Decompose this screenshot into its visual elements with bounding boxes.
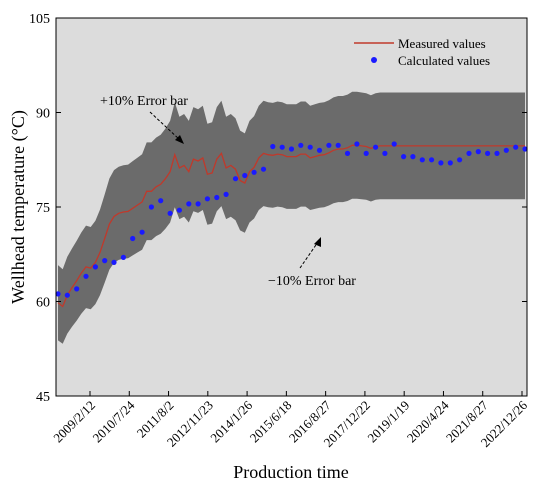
x-tick-label: 2010/7/24 [90, 397, 138, 445]
calculated-point [429, 157, 435, 163]
upper-arrow-line [149, 111, 181, 141]
calculated-point [391, 141, 397, 147]
calculated-point [167, 210, 173, 216]
calculated-point [195, 201, 201, 207]
calculated-point [335, 142, 341, 148]
calculated-point [298, 142, 304, 148]
calculated-point [223, 191, 229, 197]
calculated-point [307, 144, 313, 150]
x-tick-label: 2020/4/24 [404, 397, 452, 445]
calculated-point [401, 154, 407, 160]
y-tick-label: 75 [36, 201, 50, 216]
x-tick-label: 2015/6/18 [247, 398, 295, 446]
calculated-point [120, 254, 126, 260]
x-tick-label: 2009/2/12 [50, 398, 98, 446]
legend-calculated-swatch [371, 57, 377, 63]
calculated-point [522, 146, 528, 152]
calculated-point [139, 229, 145, 235]
legend-measured-label: Measured values [398, 36, 486, 51]
y-tick-label: 90 [36, 107, 50, 122]
calculated-point [158, 198, 164, 204]
calculated-point [494, 150, 500, 156]
calculated-point [148, 204, 154, 210]
calculated-point [503, 147, 509, 153]
x-tick-label: 2014/1/26 [207, 397, 255, 445]
calculated-point [373, 144, 379, 150]
calculated-point [485, 150, 491, 156]
calculated-point [447, 160, 453, 166]
series-layer [55, 141, 528, 308]
calculated-point [55, 291, 61, 297]
calculated-point [279, 144, 285, 150]
calculated-point [419, 157, 425, 163]
calculated-point [466, 150, 472, 156]
calculated-point [513, 144, 519, 150]
legend-calculated-label: Calculated values [398, 53, 490, 68]
y-tick-label: 60 [36, 296, 50, 311]
legend: Measured values Calculated values [354, 36, 490, 68]
calculated-point [316, 147, 323, 153]
calculated-point [363, 150, 369, 156]
calculated-point [326, 142, 332, 148]
calculated-point [176, 207, 182, 213]
calculated-point [410, 154, 416, 160]
calculated-point [270, 143, 276, 150]
calculated-point [83, 273, 89, 279]
measured-values-line [57, 144, 525, 308]
calculated-point [438, 160, 444, 166]
calculated-point [130, 235, 136, 242]
calculated-point [251, 169, 257, 175]
calculated-point [354, 141, 360, 147]
calculated-point [288, 146, 295, 152]
lower-arrow-line [299, 241, 319, 269]
calculated-point [74, 286, 80, 292]
calculated-point [232, 176, 239, 182]
calculated-point [242, 172, 248, 179]
upper-arrow-head [175, 135, 184, 144]
calculated-point [475, 149, 481, 155]
calculated-point [102, 258, 108, 264]
calculated-point [111, 259, 117, 265]
calculated-point [92, 264, 98, 270]
calculated-point [260, 166, 267, 172]
calculated-point [214, 194, 220, 201]
y-axis-title: Wellhead temperature (°C) [8, 110, 29, 304]
x-axis-title: Production time [233, 462, 349, 482]
calculated-point [204, 196, 210, 202]
calculated-point [64, 292, 70, 298]
y-tick-label: 45 [36, 390, 50, 405]
lower-error-annotation: −10% Error bar [268, 274, 356, 289]
x-tick-label: 2019/1/19 [364, 398, 412, 446]
calculated-point [186, 201, 192, 207]
upper-error-annotation: +10% Error bar [100, 94, 188, 109]
y-tick-label: 105 [29, 12, 50, 27]
calculated-point [344, 150, 351, 156]
lower-arrow-head [314, 237, 321, 247]
calculated-point [457, 157, 463, 163]
calculated-point [382, 150, 388, 156]
